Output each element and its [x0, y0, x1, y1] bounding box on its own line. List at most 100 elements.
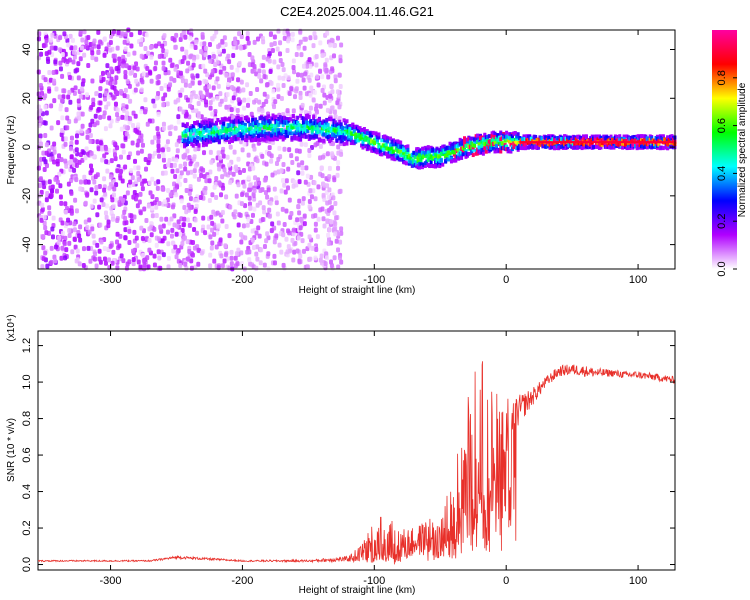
- spectrogram-cell: [76, 111, 81, 117]
- spectrogram-cell: [291, 108, 296, 114]
- spectrogram-cell: [220, 39, 225, 45]
- spectrogram-cell: [56, 240, 61, 246]
- spectrogram-ridge-cell: [348, 124, 352, 129]
- spectrogram-cell: [94, 190, 99, 196]
- spectrogram-cell: [195, 54, 200, 60]
- spectrogram-cell: [239, 79, 244, 85]
- spectrogram-cell: [307, 57, 312, 63]
- spectrogram-cell: [57, 171, 62, 177]
- spectrogram-cell: [115, 107, 120, 113]
- spectrogram-cell: [305, 264, 310, 270]
- spectrogram-cell: [88, 258, 93, 264]
- spectrogram-cell: [55, 161, 60, 167]
- spectrogram-ridge-cell: [412, 150, 416, 155]
- spectrogram-cell: [293, 240, 298, 246]
- spectrogram-cell: [320, 74, 325, 80]
- spectrogram-cell: [275, 211, 280, 217]
- spectrogram-ridge-cell: [361, 139, 365, 144]
- spectrogram-cell: [155, 185, 160, 191]
- spectrogram-cell: [227, 162, 232, 168]
- spectrogram-cell: [215, 95, 220, 101]
- spectrogram-ridge-cell: [452, 150, 456, 155]
- spectrogram-cell: [127, 83, 132, 89]
- spectrogram-cell: [73, 197, 78, 203]
- spectrogram-ridge-cell: [368, 146, 372, 151]
- spectrogram-cell: [187, 222, 192, 228]
- spectrogram-cell: [104, 203, 109, 209]
- spectrogram-cell: [60, 230, 65, 236]
- spectrogram-cell: [266, 251, 271, 257]
- spectrogram-cell: [313, 196, 318, 202]
- spectrogram-ridge-cell: [336, 122, 340, 127]
- spectrogram-cell: [208, 149, 213, 155]
- spectrogram-cell: [110, 197, 115, 203]
- spectrogram-cell: [330, 66, 335, 72]
- spectrogram-ridge-cell: [399, 140, 403, 145]
- spectrogram-ridge-cell: [323, 123, 327, 128]
- spectrogram-cell: [149, 54, 154, 60]
- spectrogram-cell: [84, 39, 89, 45]
- spectrogram-cell: [124, 115, 129, 121]
- spectrogram-cell: [184, 49, 189, 55]
- spectrogram-cell: [157, 53, 162, 59]
- spectrogram-cell: [183, 261, 188, 267]
- spectrogram-cell: [119, 89, 124, 95]
- spectrogram-cell: [330, 151, 335, 157]
- spectrogram-ridge-cell: [268, 118, 272, 123]
- spectrogram-cell: [140, 236, 145, 242]
- spectrogram-cell: [175, 168, 180, 174]
- spectrogram-cell: [255, 244, 260, 250]
- spectrogram-cell: [243, 235, 248, 241]
- spectrogram-y-tick-label: 20: [21, 92, 33, 104]
- spectrogram-ridge-cell: [307, 114, 311, 119]
- spectrogram-ridge-cell: [666, 146, 670, 151]
- spectrogram-ridge-cell: [326, 123, 330, 128]
- spectrogram-cell: [187, 190, 192, 196]
- spectrogram-ridge-cell: [185, 122, 189, 127]
- spectrogram-cell: [111, 53, 116, 59]
- spectrogram-cell: [89, 203, 94, 209]
- spectrogram-cell: [133, 87, 138, 93]
- spectrogram-cell: [274, 161, 279, 167]
- spectrogram-cell: [74, 133, 79, 139]
- spectrogram-cell: [166, 264, 171, 270]
- spectrogram-ridge-cell: [297, 122, 301, 127]
- snr-x-tick-label: 0: [503, 575, 509, 587]
- spectrogram-cell: [149, 232, 154, 238]
- spectrogram-cell: [49, 45, 54, 51]
- spectrogram-cell: [62, 88, 67, 94]
- spectrogram-ridge-cell: [286, 133, 290, 138]
- spectrogram-cell: [61, 94, 66, 100]
- spectrogram-cell: [123, 46, 128, 52]
- spectrogram-ridge-cell: [236, 136, 240, 141]
- spectrogram-cell: [53, 59, 58, 65]
- spectrogram-cell: [225, 154, 230, 160]
- spectrogram-cell: [204, 178, 209, 184]
- spectrogram-cell: [212, 184, 217, 190]
- spectrogram-cell: [123, 74, 128, 80]
- spectrogram-cell: [44, 37, 49, 43]
- spectrogram-cell: [287, 147, 292, 153]
- spectrogram-ridge-cell: [341, 130, 345, 135]
- spectrogram-ridge-cell: [344, 136, 348, 141]
- spectrogram-cell: [225, 92, 230, 98]
- spectrogram-cell: [96, 106, 101, 112]
- spectrogram-cell: [270, 172, 275, 178]
- spectrogram-ridge-cell: [470, 150, 474, 155]
- spectrogram-cell: [255, 87, 260, 93]
- spectrogram-cell: [87, 229, 92, 235]
- spectrogram-cell: [218, 69, 223, 75]
- spectrogram-cell: [219, 98, 224, 104]
- spectrogram-ridge-cell: [425, 154, 429, 159]
- spectrogram-cell: [104, 159, 109, 165]
- spectrogram-ridge-cell: [444, 159, 448, 164]
- spectrogram-cell: [336, 144, 341, 150]
- spectrogram-cell: [52, 98, 57, 104]
- spectrogram-cell: [127, 228, 132, 234]
- spectrogram-cell: [58, 47, 63, 53]
- spectrogram-ridge-cell: [225, 130, 229, 135]
- spectrogram-cell: [216, 162, 221, 168]
- spectrogram-ridge-cell: [325, 117, 329, 122]
- spectrogram-cell: [113, 141, 118, 147]
- spectrogram-ridge-cell: [493, 131, 497, 136]
